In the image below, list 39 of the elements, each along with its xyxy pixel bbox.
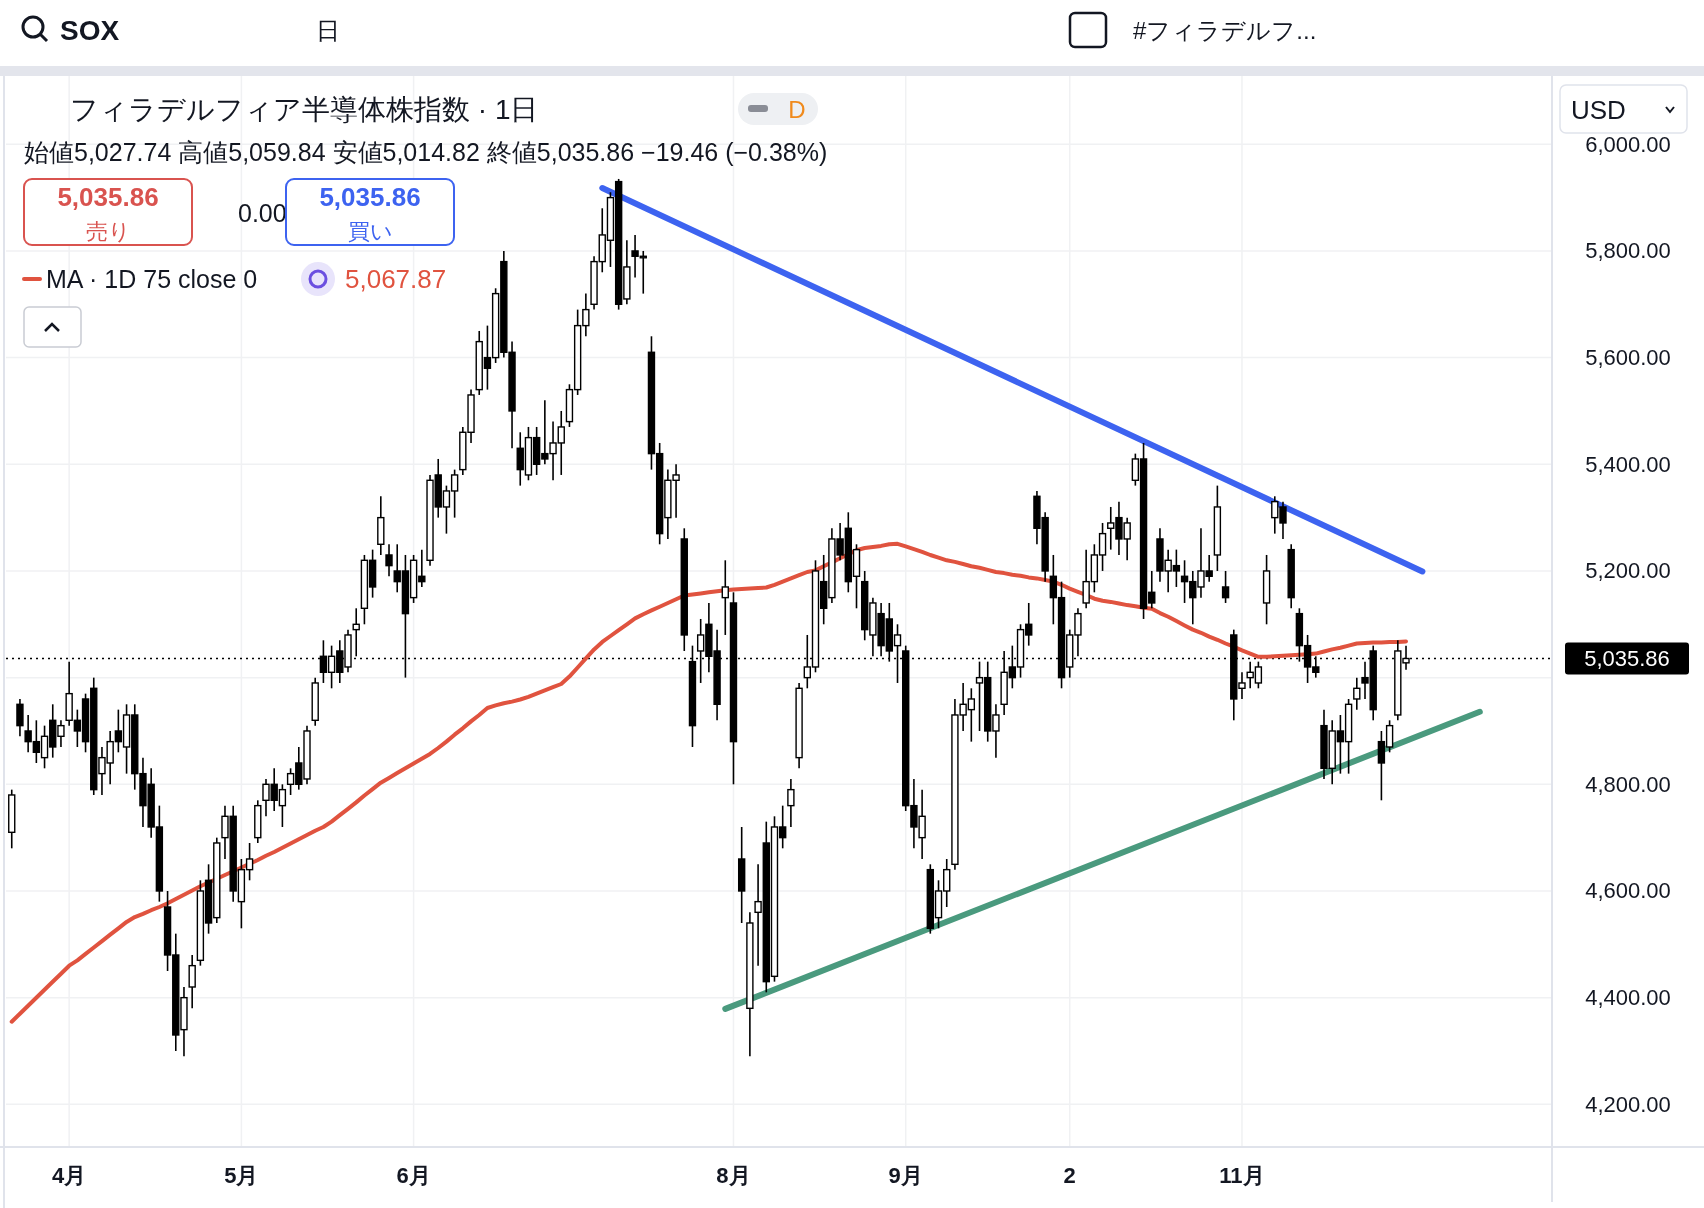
- candlestick: [1353, 676, 1361, 711]
- y-tick-label: 5,200.00: [1585, 558, 1671, 584]
- x-tick-label: 6月: [396, 1162, 431, 1188]
- annotation: 始値5,027.74 高値5,059.84 安値5,014.82 終値5,035.86 −19.46 (−0.38%): [24, 138, 828, 166]
- y-tick-label: 4,200.00: [1585, 1091, 1671, 1117]
- candlestick: [16, 698, 24, 738]
- candlestick: [787, 778, 795, 828]
- x-tick-label: 9月: [888, 1162, 923, 1188]
- y-tick-label: 5,800.00: [1585, 238, 1671, 264]
- annotation: 5,067.87: [345, 264, 447, 294]
- x-tick-label: 11月: [1219, 1162, 1265, 1188]
- legend-label: MA · 1D 75 close 0: [46, 265, 258, 293]
- annotation: 5,035.86: [319, 182, 421, 212]
- candlestick: [721, 559, 729, 636]
- annotation: D: [788, 95, 806, 123]
- y-tick-label: 4,800.00: [1585, 771, 1671, 797]
- candlestick: [1221, 570, 1230, 604]
- candlestick: [188, 954, 196, 1010]
- annotation: 0.00: [238, 199, 287, 227]
- x-tick-label: 8月: [716, 1162, 751, 1188]
- x-tick-label: 5月: [224, 1162, 259, 1188]
- text: 日: [316, 16, 340, 44]
- x-tick-label: 4月: [52, 1162, 87, 1188]
- annotation: 5,035.86: [57, 182, 159, 212]
- annotation: 買い: [347, 218, 393, 244]
- y-tick-label: 6,000.00: [1585, 131, 1671, 157]
- text: フィラデルフィア半導体株指数 · 1日: [70, 93, 539, 125]
- line-series: [9, 541, 1408, 1024]
- y-tick-label: 5,600.00: [1585, 345, 1671, 371]
- ref-line-label: 5,035.86: [1584, 646, 1670, 672]
- text: SOX: [60, 14, 120, 46]
- x-tick-label: 2: [1063, 1162, 1076, 1188]
- annotation: 売り: [85, 218, 131, 244]
- text: #フィラデルフ...: [1133, 16, 1317, 44]
- candlestick: [385, 543, 393, 578]
- y-tick-label: 4,600.00: [1585, 878, 1671, 904]
- y-tick-label: 5,400.00: [1585, 451, 1671, 477]
- y-tick-label: 4,400.00: [1585, 985, 1671, 1011]
- text: USD: [1571, 95, 1626, 125]
